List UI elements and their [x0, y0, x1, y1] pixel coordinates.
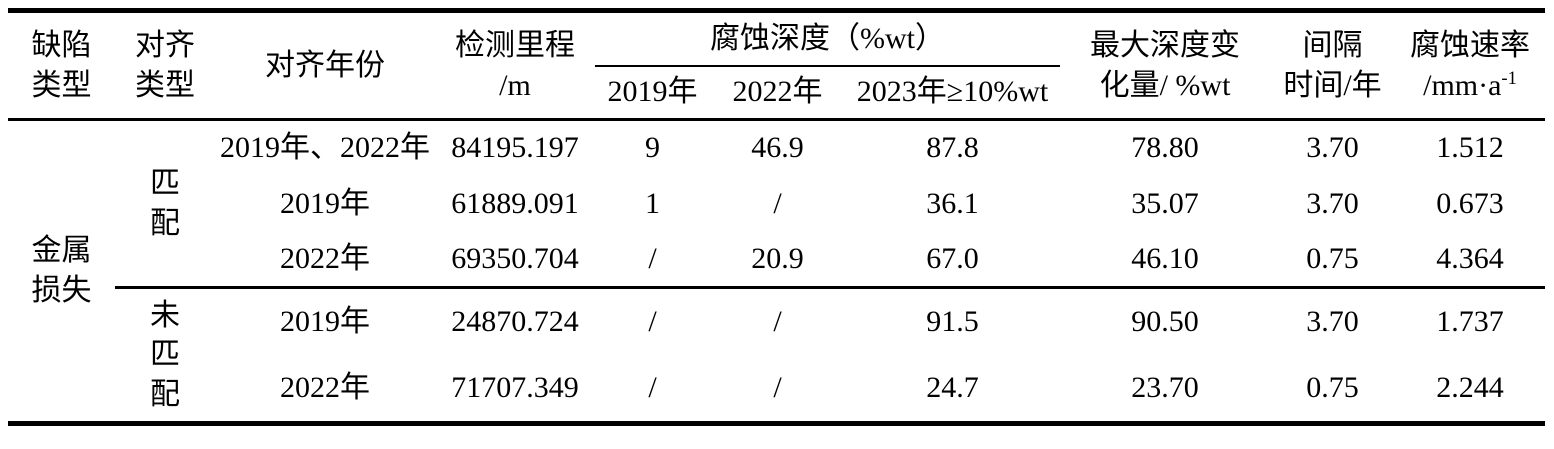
- header-corrosion-rate-exponent: -1: [1501, 67, 1517, 89]
- header-corrosion-rate-unit: /mm·a-1: [1423, 67, 1517, 102]
- cell-depth-2022: /: [773, 186, 782, 220]
- cell-interval: 0.75: [1306, 241, 1359, 275]
- cell-max-change: 46.10: [1131, 241, 1199, 275]
- table-row: 金属 损失 匹 配 2019年、2022年 84195.197 9 46.9 8…: [8, 118, 1546, 424]
- corrosion-statistics-table: 缺陷 类型 对齐 类型 对齐年份 检测里程 /m 腐蚀深度（%wt） 最大深度变…: [8, 8, 1546, 426]
- cell-depth-2022: /: [710, 286, 845, 356]
- cell-mileage: 24870.724: [435, 286, 595, 356]
- cell-year: 2019年: [215, 286, 435, 356]
- cell-depth-2023: 87.8: [845, 118, 1061, 176]
- cell-depth-2023: 24.7: [926, 371, 979, 405]
- cell-depth-2022: 46.9: [710, 118, 845, 176]
- cell-mileage: 61889.091: [451, 186, 579, 220]
- cell-align-unmatched: 未 匹 配: [115, 286, 215, 424]
- cell-depth-2022: /: [773, 371, 782, 405]
- cell-depth-2023: 67.0: [926, 241, 979, 275]
- header-align-type: 对齐 类型: [135, 28, 195, 102]
- subheader-2023: 2023年≥10%wt: [856, 75, 1049, 109]
- cell-rate: 1.737: [1395, 286, 1546, 356]
- cell-depth-2023: 91.5: [845, 286, 1061, 356]
- cell-depth-2019: 9: [595, 118, 710, 176]
- cell-max-change: 35.07: [1131, 186, 1199, 220]
- cell-align-matched: 匹 配: [115, 118, 215, 288]
- header-corrosion-rate: 腐蚀速率 /mm·a-1: [1395, 11, 1545, 120]
- header-max-depth-change: 最大深度变 化量/ %wt: [1090, 28, 1241, 102]
- header-corrosion-depth-group: 腐蚀深度（%wt）: [595, 10, 1061, 67]
- table-row: 2022年 69350.704 / 20.9 67.0 46.10 0.75 4…: [8, 232, 1545, 288]
- cell-interval: 3.70: [1270, 118, 1396, 176]
- cell-interval: 3.70: [1270, 286, 1396, 356]
- header-defect-type: 缺陷 类型: [31, 28, 92, 102]
- cell-interval: 3.70: [1306, 186, 1359, 220]
- subheader-2019: 2019年: [607, 75, 698, 109]
- table-row: 未 匹 配 2019年 24870.724 / / 91.5 90.50 3.7…: [8, 286, 1546, 424]
- cell-mileage: 69350.704: [451, 241, 579, 275]
- cell-rate: 4.364: [1436, 241, 1504, 275]
- cell-depth-2019: 1: [645, 186, 660, 220]
- cell-interval: 0.75: [1306, 371, 1359, 405]
- table-row: 2022年 71707.349 / / 24.7 23.70 0.75 2.24…: [8, 356, 1545, 424]
- cell-rate: 0.673: [1436, 186, 1504, 220]
- cell-rate: 2.244: [1436, 371, 1504, 405]
- cell-year: 2022年: [280, 241, 370, 275]
- header-interval-time: 间隔 时间/年: [1283, 28, 1382, 102]
- header-mileage: 检测里程 /m: [455, 28, 575, 102]
- subheader-2022: 2022年: [732, 75, 823, 109]
- cell-mileage: 84195.197: [435, 118, 595, 176]
- cell-max-change: 78.80: [1060, 118, 1271, 176]
- cell-max-change: 23.70: [1131, 371, 1199, 405]
- table-row: 2019年 61889.091 1 / 36.1 35.07 3.70 0.67…: [8, 176, 1545, 232]
- cell-depth-2019: /: [648, 241, 657, 275]
- cell-year: 2022年: [280, 371, 370, 405]
- cell-year: 2019年: [280, 186, 370, 220]
- cell-depth-2019: /: [595, 286, 710, 356]
- cell-mileage: 71707.349: [451, 371, 579, 405]
- cell-year: 2019年、2022年: [215, 118, 435, 176]
- header-corrosion-rate-title: 腐蚀速率: [1410, 28, 1531, 62]
- cell-max-change: 90.50: [1060, 286, 1271, 356]
- cell-depth-2023: 36.1: [926, 186, 979, 220]
- cell-depth-2019: /: [648, 371, 657, 405]
- cell-depth-2022: 20.9: [751, 241, 804, 275]
- header-align-year: 对齐年份: [265, 48, 385, 82]
- cell-rate: 1.512: [1395, 118, 1546, 176]
- cell-defect-group-metal-loss: 金属 损失: [8, 118, 115, 424]
